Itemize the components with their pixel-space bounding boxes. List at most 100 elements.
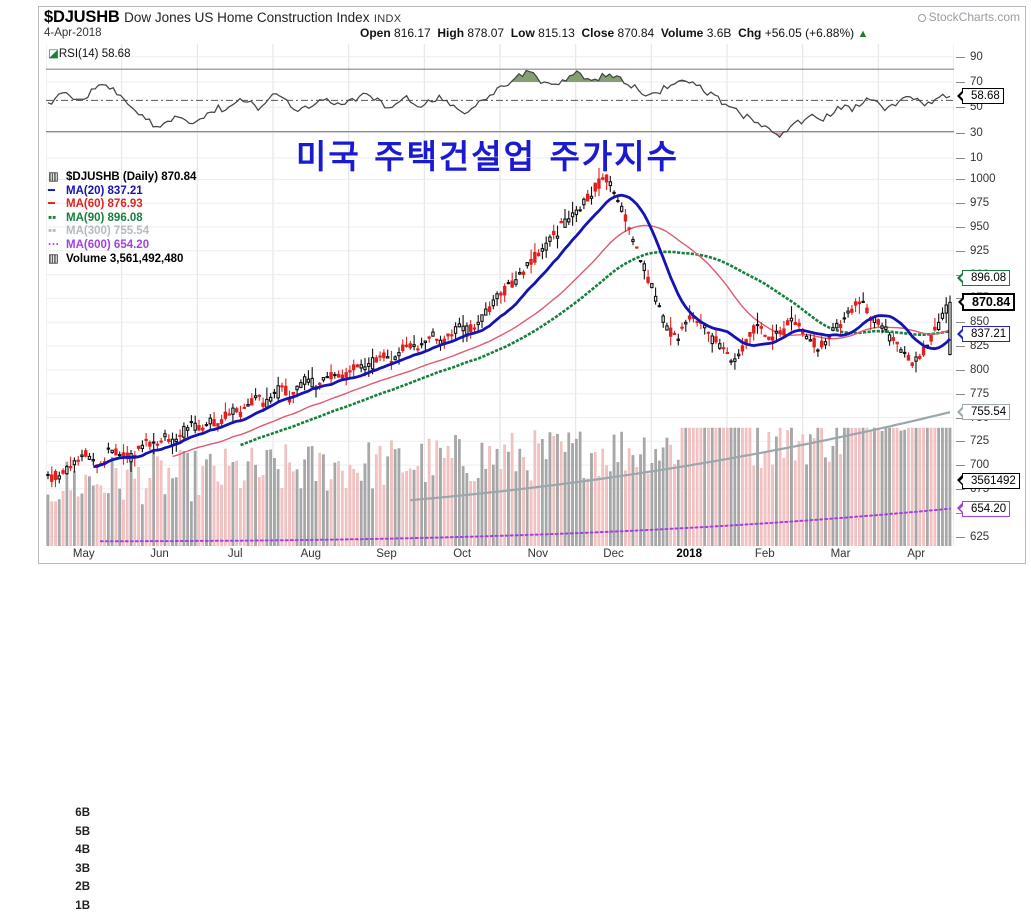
stockcharts-watermark: StockCharts.com (917, 10, 1020, 24)
rsi-tickmark (956, 157, 965, 159)
price-tickmark (956, 250, 965, 252)
rsi-value-callout: 58.68 (957, 88, 1004, 105)
rsi-axis-tick-90: 90 (970, 50, 983, 63)
volume-label: Volume (660, 26, 704, 40)
x-axis-label-Jun: Jun (150, 548, 169, 560)
price-tickmark (956, 393, 965, 395)
legend-ma90: MA(90) 896.08 (66, 211, 143, 224)
chart-date: 4-Apr-2018 (44, 27, 102, 39)
price-tickmark (956, 369, 965, 371)
chart-header: $DJUSHB Dow Jones US Home Construction I… (44, 8, 1024, 42)
x-axis-label-Jul: Jul (227, 548, 243, 560)
volume-bars (46, 427, 952, 546)
x-axis-label-Apr: Apr (907, 548, 926, 560)
rsi-legend-label: RSI(14) 58.68 (58, 48, 131, 60)
rsi-overbought-fill (511, 70, 697, 82)
x-axis: May Jun Jul Aug Sep Oct Nov Dec 2018 Feb Mar Apr (46, 546, 954, 570)
price-callout-654.20: 654.20 (956, 500, 1011, 517)
price-axis-tick-800: 800 (970, 363, 990, 376)
price-axis-tick-1000: 1000 (970, 173, 996, 186)
price-axis-tick-625: 625 (970, 530, 990, 543)
price-axis-tick-925: 925 (970, 244, 990, 257)
candlestick-icon: ▥ (48, 171, 59, 183)
low-value: 815.13 (538, 26, 575, 40)
watermark-logo-icon (917, 14, 926, 22)
high-value: 878.07 (467, 26, 505, 40)
ma60-swatch-icon: ━ (48, 198, 55, 211)
legend-row-volume: ▥ Volume 3,561,492,480 (48, 253, 196, 267)
high-label: High (437, 26, 465, 40)
ma600-swatch-icon: ··· (48, 238, 60, 251)
close-value: 870.84 (617, 26, 655, 40)
price-panel: ▥ $DJUSHB (Daily) 870.84 ━ MA(20) 837.21 ━… (46, 168, 954, 912)
price-callout-3561492: 3561492 (957, 472, 1020, 489)
rsi-axis-tick-30: 30 (970, 126, 983, 139)
ma60-line (172, 224, 951, 458)
legend-row-ma60: ━ MA(60) 876.93 (48, 198, 196, 212)
chg-value: +56.05 (+6.88%) (764, 26, 855, 40)
rsi-plot (46, 44, 954, 168)
legend-ma60: MA(60) 876.93 (66, 198, 143, 211)
price-callout-870.84: 870.84 (957, 293, 1016, 312)
price-tickmark (956, 322, 965, 324)
price-tickmark (956, 465, 965, 467)
price-axis-tick-950: 950 (970, 221, 990, 233)
ma20-swatch-icon: ━ (48, 184, 55, 197)
price-axis-tick-850: 850 (970, 316, 990, 329)
rsi-legend-icon: ◪ (48, 48, 59, 60)
open-value: 816.17 (394, 26, 431, 40)
legend-row-ma600: ··· MA(600) 654.20 (48, 239, 196, 253)
watermark-text: StockCharts.com (928, 10, 1020, 24)
rsi-tickmark (956, 56, 965, 58)
rsi-axis-tick-70: 70 (970, 76, 983, 88)
price-legend: ▥ $DJUSHB (Daily) 870.84 ━ MA(20) 837.21 ━… (48, 171, 196, 266)
uptick-arrow-icon: ▲ (857, 28, 869, 40)
volume-axis-tick-4B: 4B (75, 844, 90, 857)
price-axis-tick-725: 725 (970, 435, 990, 448)
rsi-gridlines (46, 44, 954, 168)
ma600-line (99, 507, 951, 543)
price-callout-896.08: 896.08 (956, 270, 1011, 287)
legend-ma300: MA(300) 755.54 (66, 225, 150, 238)
x-axis-label-Sep: Sep (376, 548, 397, 560)
legend-row-title: ▥ $DJUSHB (Daily) 870.84 (48, 171, 196, 185)
volume-axis-tick-1B: 1B (75, 899, 90, 912)
rsi-axis-tick-50: 50 (970, 101, 983, 114)
rsi-line (47, 69, 951, 139)
price-tickmark (956, 346, 965, 348)
price-callout-755.54: 755.54 (956, 404, 1011, 421)
volume-axis-tick-6B: 6B (75, 807, 90, 820)
x-axis-label-Oct: Oct (453, 548, 472, 560)
price-callout-837.21: 837.21 (956, 326, 1011, 343)
x-axis-label-Feb: Feb (754, 548, 775, 560)
price-tickmark (956, 488, 965, 490)
price-plot (46, 168, 954, 546)
legend-row-ma90: ▪▪ MA(90) 896.08 (48, 212, 196, 226)
index-type: INDX (373, 13, 402, 25)
rsi-tickmark (956, 82, 965, 83)
x-axis-label-Dec: Dec (603, 548, 624, 560)
price-tickmark (956, 536, 965, 538)
price-axis-tick-975: 975 (970, 197, 990, 210)
x-axis-label-Nov: Nov (527, 548, 549, 560)
price-tickmark (956, 441, 965, 443)
candlesticks (46, 168, 952, 488)
price-tickmark (956, 203, 965, 205)
volume-swatch-icon: ▥ (48, 252, 59, 265)
close-label: Close (581, 26, 615, 40)
ma20-line (93, 193, 951, 469)
volume-axis-tick-3B: 3B (75, 862, 90, 875)
ma90-swatch-icon: ▪▪ (48, 211, 57, 224)
rsi-legend: ◪RSI(14) 58.68 (48, 46, 130, 60)
volume-axis-tick-5B: 5B (75, 825, 90, 838)
x-axis-label-May: May (72, 548, 95, 560)
overlay-title: 미국 주택건설업 주가지수 (296, 137, 679, 176)
open-label: Open (360, 26, 391, 40)
price-tickmark (956, 179, 965, 181)
header-title-line: $DJUSHB Dow Jones US Home Construction I… (44, 8, 401, 27)
quote-summary: Open 816.17 High 878.07 Low 815.13 Close… (360, 26, 868, 40)
rsi-tickmark (956, 132, 965, 134)
legend-row-ma20: ━ MA(20) 837.21 (48, 185, 196, 199)
legend-volume: Volume 3,561,492,480 (66, 252, 184, 265)
